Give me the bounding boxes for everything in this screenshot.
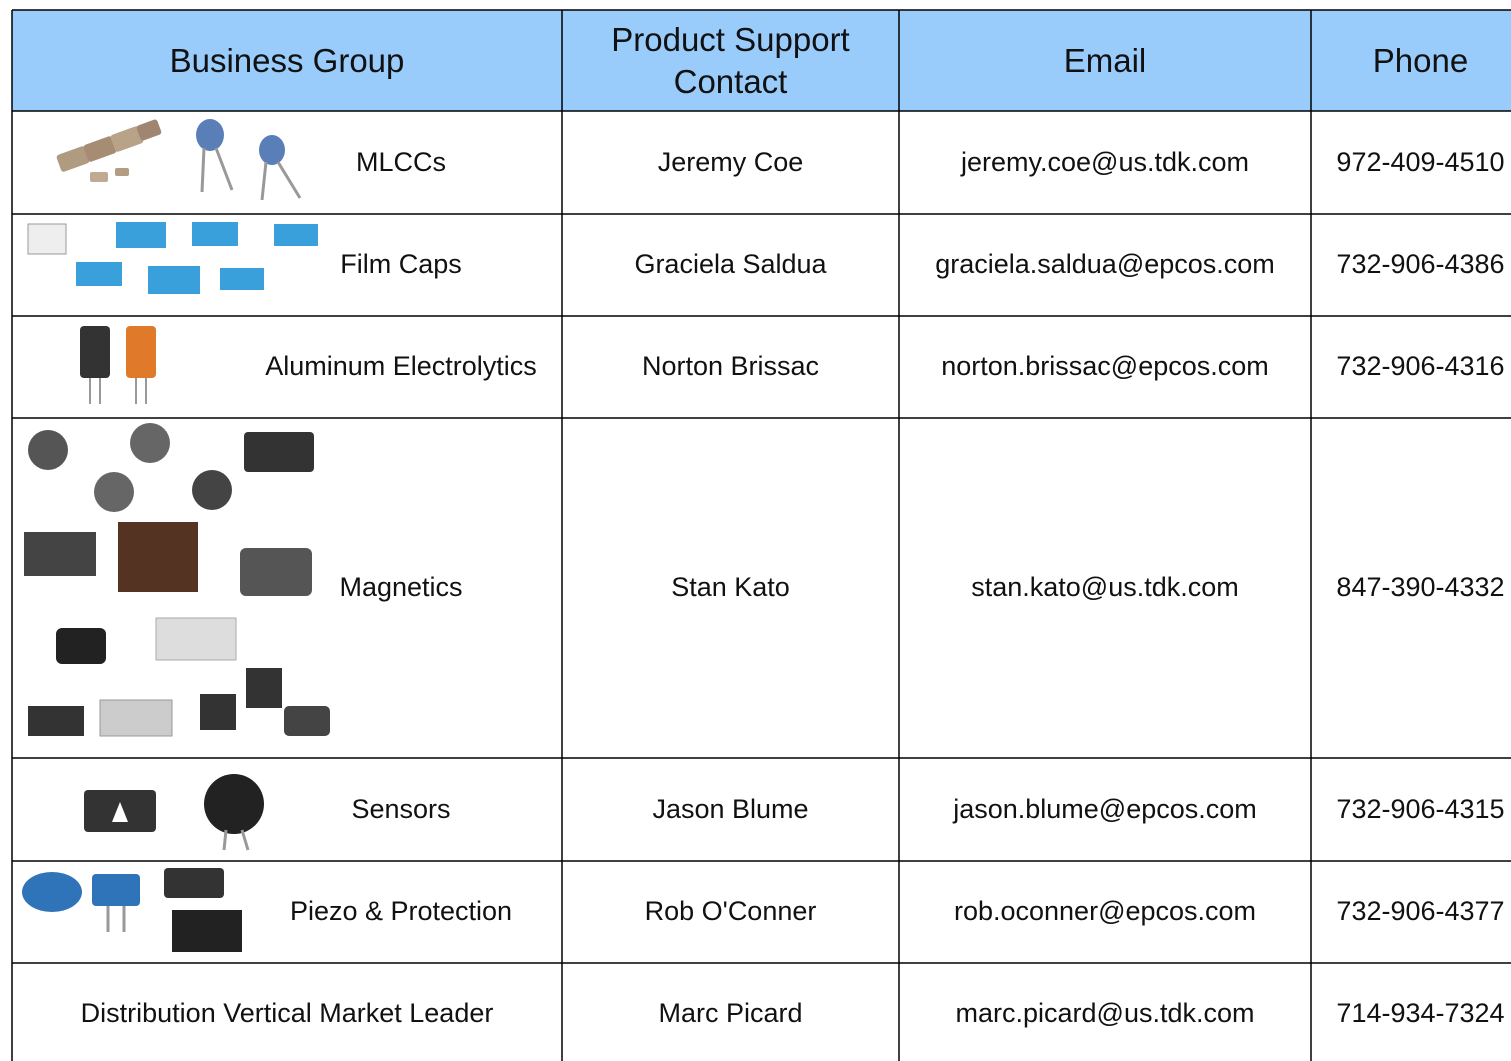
phone-cell: 714-934-7324 [1336, 997, 1505, 1028]
header-cell: Email [1063, 41, 1147, 79]
film-cap-image [27, 222, 318, 294]
group-cell: Aluminum Electrolytics [265, 351, 537, 382]
phone-cell: 732-906-4315 [1336, 793, 1505, 824]
group-cell: Film Caps [340, 249, 462, 280]
contact-cell: Norton Brissac [641, 351, 820, 382]
group-cell: Magnetics [339, 572, 463, 603]
aluminum-image [80, 326, 156, 404]
header-cell: Business Group [169, 41, 405, 79]
group-cell: Distribution Vertical Market Leader [80, 997, 494, 1028]
email-cell: jason.blume@epcos.com [953, 793, 1257, 824]
contact-cell: Marc Picard [658, 997, 803, 1028]
header-cell: Product Support Contact [611, 21, 850, 100]
email-cell: graciela.saldua@epcos.com [935, 249, 1275, 280]
phone-cell: 732-906-4386 [1336, 249, 1505, 280]
email-cell: jeremy.coe@us.tdk.com [961, 146, 1249, 177]
header-background [12, 10, 1511, 111]
contact-cell: Jeremy Coe [657, 146, 804, 177]
email-cell: rob.oconner@epcos.com [953, 896, 1257, 927]
email-cell: stan.kato@us.tdk.com [971, 572, 1239, 603]
email-cell: marc.picard@us.tdk.com [955, 997, 1255, 1028]
contact-cell: Jason Blume [652, 793, 809, 824]
header-cell: Phone [1372, 41, 1469, 79]
group-cell: MLCCs [355, 146, 446, 177]
contact-cell: Rob O'Conner [644, 896, 817, 927]
contact-cell: Graciela Saldua [634, 249, 827, 280]
email-cell: norton.brissac@epcos.com [941, 351, 1269, 382]
mlcc-image [56, 119, 302, 201]
magnetics-image [24, 423, 330, 737]
phone-cell: 732-906-4377 [1336, 896, 1505, 927]
phone-cell: 972-409-4510 [1336, 146, 1505, 177]
group-cell: Sensors [351, 793, 451, 824]
contact-cell: Stan Kato [671, 572, 790, 603]
sensors-image [84, 774, 264, 851]
phone-cell: 732-906-4316 [1336, 351, 1505, 382]
group-cell: Piezo & Protection [289, 896, 513, 927]
grid-lines [11, 9, 1511, 1061]
phone-cell: 847-390-4332 [1336, 572, 1505, 603]
piezo-image [22, 868, 242, 952]
